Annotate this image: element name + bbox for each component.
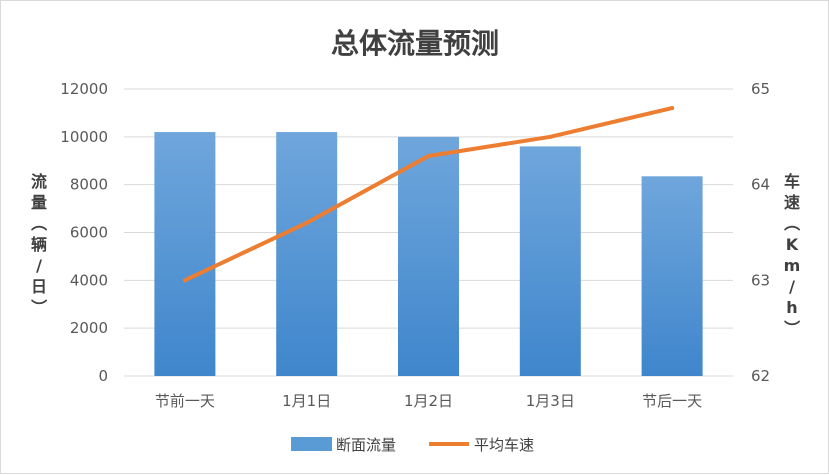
legend-swatch-bar xyxy=(291,437,332,451)
x-tick-label: 1月2日 xyxy=(404,392,453,410)
speed-point-5 xyxy=(670,106,675,111)
bar-3 xyxy=(398,136,459,376)
bar-5 xyxy=(641,176,703,376)
y-right-axis-title: 车速 （ Km / h ） xyxy=(782,172,801,336)
axis-title-char: 流 xyxy=(31,172,47,191)
axis-title-char: （ xyxy=(782,215,801,231)
axis-title-char: / xyxy=(789,277,795,296)
chart-title: 总体流量预测 xyxy=(331,27,499,60)
bar-2 xyxy=(276,132,338,376)
bar-1 xyxy=(154,132,216,376)
x-tick-label: 1月1日 xyxy=(282,392,331,410)
x-tick-label: 1月3日 xyxy=(526,392,575,410)
x-tick-label: 节后一天 xyxy=(642,392,702,410)
speed-point-2 xyxy=(304,220,309,225)
y-left-tick-label: 4000 xyxy=(70,271,108,289)
axis-title-char: ） xyxy=(29,299,48,315)
axis-title-char: ） xyxy=(782,320,801,336)
axis-title-char: 辆 xyxy=(31,235,47,254)
y-left-tick-label: 0 xyxy=(98,367,108,385)
axis-title-char: 车 xyxy=(784,172,800,191)
legend-label-bar: 断面流量 xyxy=(336,436,396,454)
y-left-tick-label: 10000 xyxy=(60,128,108,146)
axis-title-char: 日 xyxy=(31,277,47,296)
speed-point-3 xyxy=(426,153,431,158)
axis-title-char: （ xyxy=(29,215,48,231)
y-left-tick-label: 6000 xyxy=(70,224,108,242)
y-right-tick-label: 63 xyxy=(751,271,770,289)
axis-title-char: K xyxy=(786,235,799,254)
bar-4 xyxy=(519,146,581,376)
y-left-tick-label: 2000 xyxy=(70,319,108,337)
y-right-tick-label: 64 xyxy=(751,176,770,194)
x-tick-label: 节前一天 xyxy=(155,392,215,410)
speed-point-1 xyxy=(182,278,187,283)
axis-title-char: m xyxy=(784,256,801,275)
y-left-tick-label: 12000 xyxy=(60,80,108,98)
y-left-axis-title: 流量 （ 辆 / 日 ） xyxy=(29,172,48,315)
y-left-tick-label: 8000 xyxy=(70,176,108,194)
y-right-tick-label: 62 xyxy=(751,367,770,385)
speed-point-4 xyxy=(548,134,553,139)
axis-title-char: h xyxy=(786,298,797,317)
y-right-tick-label: 65 xyxy=(751,80,770,98)
axis-title-char: 速 xyxy=(784,193,800,212)
axis-title-char: / xyxy=(36,256,42,275)
axis-title-char: 量 xyxy=(31,193,47,212)
legend-label-line: 平均车速 xyxy=(474,436,534,454)
